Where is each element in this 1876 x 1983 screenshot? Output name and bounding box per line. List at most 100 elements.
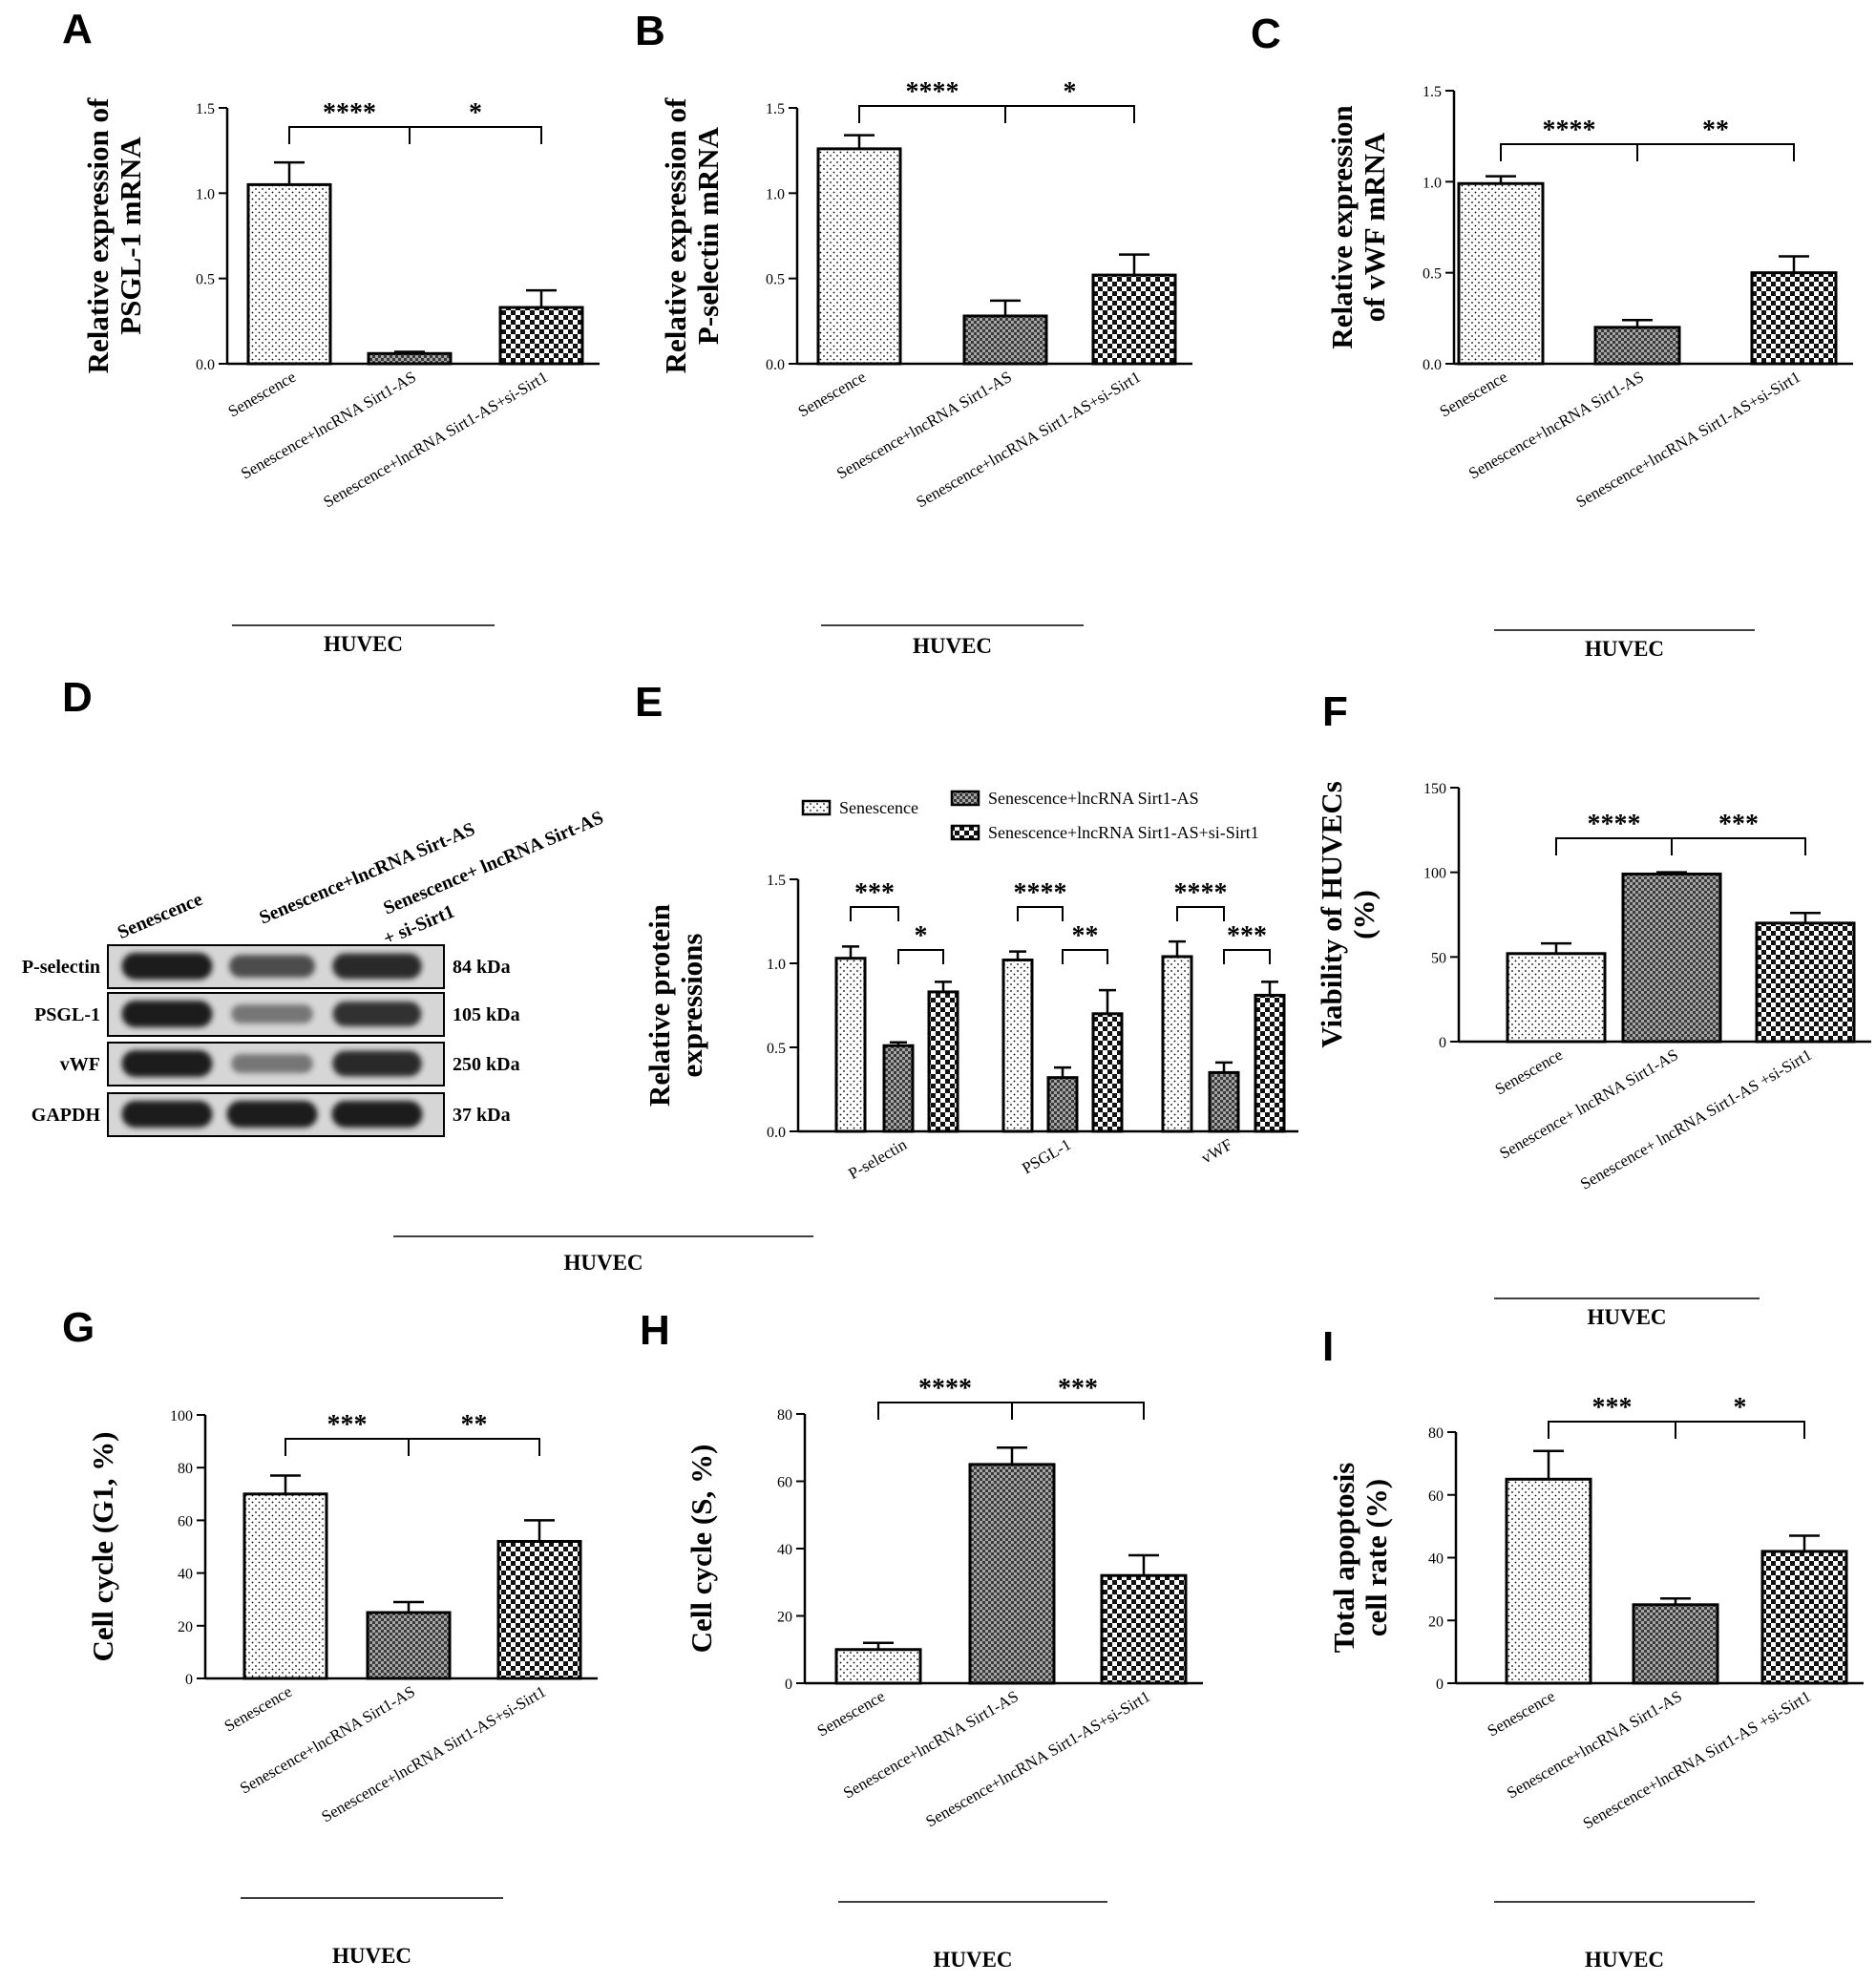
chart-panel-i: 0 20 40 60 80 Senescence Senescence+lncRNA Sir… (1327, 1393, 1864, 1972)
blot-kda-label: 37 kDa (453, 1105, 511, 1126)
significance-bracket (288, 126, 411, 144)
bar-2 (367, 351, 453, 366)
bar-p-selectin-1 (834, 957, 867, 1133)
blot-band (121, 1050, 213, 1077)
group-label: HUVEC (933, 1948, 1012, 1972)
significance-bracket (1017, 906, 1064, 921)
y-axis-title: of vWF mRNA (1358, 132, 1391, 322)
category-label: Senescence (221, 1682, 295, 1736)
y-axis-title: PSGL-1 mRNA (114, 137, 147, 335)
y-axis-title: cell rate (%) (1360, 1479, 1393, 1636)
y-tick-label: 0.0 (767, 1125, 786, 1141)
significance-marker: *** (1718, 810, 1759, 839)
bar-3 (1760, 1550, 1848, 1685)
category-label: Senescence (1492, 1045, 1566, 1099)
bar-3 (1755, 921, 1856, 1044)
significance-marker: **** (1174, 878, 1228, 908)
y-tick-label: 40 (777, 1542, 792, 1558)
significance-bracket (1062, 949, 1108, 964)
y-tick-label: 1.5 (1423, 84, 1442, 100)
chart-panel-c: 0.00.51.01.5SenescenceSenescence+lncRNA … (1325, 84, 1853, 661)
chart-panel-g: 0 20 40 60 80 100 Senescence Senescence+lncRNA … (86, 1408, 598, 1968)
panel-letter-c: C (1251, 11, 1281, 57)
category-label: Senescence (814, 1687, 888, 1740)
significance-marker: * (915, 921, 928, 951)
category-label: P-selectin (845, 1135, 910, 1183)
y-tick-label: 0.5 (196, 272, 215, 288)
group-label: HUVEC (1585, 1948, 1664, 1972)
legend-label: Senescence+lncRNA Sirt1-AS+si-Sirt1 (988, 823, 1259, 842)
bar-2 (366, 1611, 452, 1680)
y-tick-label: 0.0 (766, 357, 785, 373)
y-tick-label: 40 (1428, 1551, 1444, 1568)
legend-swatch (950, 824, 980, 841)
significance-bracket (1223, 949, 1271, 964)
y-tick-label: 60 (1428, 1488, 1444, 1505)
category-label: PSGL-1 (1019, 1135, 1074, 1177)
significance-marker: **** (918, 1374, 972, 1403)
blot-band (332, 953, 422, 980)
significance-bracket (1500, 143, 1638, 161)
y-axis-title: Cell cycle (S, %) (685, 1445, 718, 1654)
significance-marker: *** (1592, 1393, 1633, 1423)
y-tick-label: 60 (178, 1513, 193, 1529)
panel-letter-i: I (1322, 1323, 1334, 1370)
group-label: HUVEC (332, 1944, 411, 1968)
y-axis-title: P-selectin mRNA (691, 126, 725, 345)
y-tick-label: 0.5 (766, 272, 785, 288)
blot-kda-label: 250 kDa (453, 1054, 520, 1075)
bar-p-selectin-2 (882, 1044, 915, 1133)
blot-band (121, 1101, 213, 1128)
significance-bracket (897, 949, 944, 964)
y-axis-title: Relative expression (1325, 105, 1359, 348)
blot-band (121, 1001, 213, 1027)
bar-3 (496, 1539, 582, 1680)
blot-band (231, 1054, 313, 1073)
y-axis-title: Relative protein (643, 904, 676, 1107)
significance-marker: *** (1058, 1374, 1098, 1403)
significance-marker: **** (1543, 116, 1596, 145)
y-tick-label: 0.0 (1423, 357, 1442, 373)
bar-3 (1750, 271, 1838, 366)
blot-band (231, 1004, 313, 1023)
y-tick-label: 80 (178, 1461, 193, 1477)
category-label: Senescence (795, 368, 869, 421)
significance-bracket (1671, 837, 1806, 855)
y-tick-label: 1.5 (766, 101, 785, 117)
bar-2 (962, 314, 1048, 366)
bar-2 (968, 1463, 1056, 1685)
group-label: HUVEC (324, 632, 403, 656)
y-tick-label: 0.5 (1423, 266, 1442, 283)
category-label: Senescence+lncRNA Sirt1-AS+si-Sirt1 (913, 368, 1144, 511)
blot-kda-label: 105 kDa (453, 1004, 520, 1025)
y-tick-label: 80 (777, 1407, 792, 1424)
blot-row-label: vWF (60, 1054, 100, 1075)
bar-1 (1457, 181, 1545, 366)
significance-marker: * (1734, 1393, 1747, 1423)
y-tick-label: 50 (1431, 950, 1446, 966)
y-axis-title: Viability of HUVECs (1315, 781, 1348, 1048)
y-tick-label: 1.0 (196, 186, 215, 202)
group-label: HUVEC (1585, 637, 1664, 661)
y-axis-title: Relative expression of (81, 97, 115, 373)
significance-marker: *** (327, 1410, 368, 1440)
significance-bracket (1011, 1402, 1145, 1420)
bar-1 (242, 1492, 328, 1680)
category-label: Senescence+lncRNA Sirt1-AS+si-Sirt1 (922, 1687, 1153, 1830)
significance-marker: ** (1702, 116, 1729, 145)
significance-marker: * (1064, 77, 1077, 107)
panel-letter-g: G (62, 1304, 95, 1351)
significance-bracket (1176, 906, 1225, 921)
legend-swatch (950, 790, 980, 807)
y-axis-title: (%) (1347, 890, 1381, 939)
significance-marker: * (469, 98, 482, 128)
blot-row-label: P-selectin (22, 957, 100, 978)
bar-vwf-2 (1208, 1070, 1240, 1133)
legend-swatch (801, 799, 832, 816)
blot-column-label: Senescence (115, 889, 206, 943)
significance-marker: *** (1227, 921, 1267, 951)
panel-letter-d: D (62, 674, 93, 721)
significance-bracket (1548, 1421, 1676, 1439)
y-axis-title: expressions (675, 933, 708, 1077)
